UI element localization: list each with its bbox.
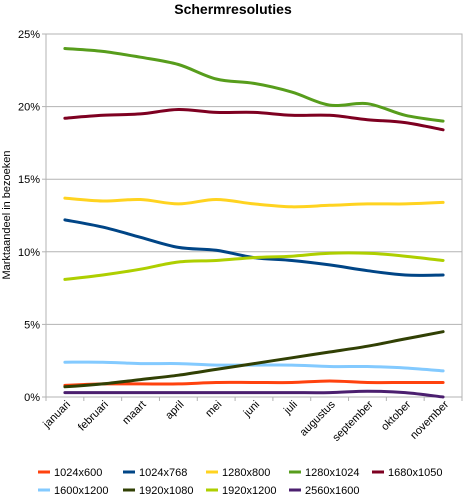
y-tick-label: 5% [24,319,40,331]
series-lines [63,47,445,399]
y-tick-label: 25% [18,29,40,41]
x-tick-label: juni [241,399,262,420]
series-line-1280x800 [63,196,445,209]
x-axis-ticks: januari februari maart april mei juni juliaugu… [40,397,463,444]
x-tick-label: juli [281,399,300,418]
x-tick-label: maart [120,399,148,427]
gridlines [46,33,462,398]
y-tick-label: 0% [24,392,40,404]
y-tick-label: 10% [18,247,40,259]
series-line-2560x1600 [63,389,445,399]
legend-label: 1920x1080 [139,485,193,497]
series-line-1680x1050 [63,107,445,132]
series-line-1920x1080 [63,330,445,389]
legend: 1024x600 1024x768 1280x800 1280x1024 1680x10… [38,467,442,497]
series-line-1024x600 [63,379,445,387]
y-axis-label: Marktaandeel in bezoeken [1,150,13,279]
legend-label: 1280x800 [222,467,270,479]
x-tick-label: september [330,398,375,443]
x-tick-label: mei [203,399,224,420]
chart-title: Schermresoluties [174,1,292,17]
series-line-1280x1024 [63,47,445,123]
legend-label: 2560x1600 [305,485,359,497]
x-tick-label: februari [76,399,111,434]
plot-area-border [45,33,463,398]
legend-label: 1024x600 [54,467,102,479]
series-line-1024x768 [63,218,445,277]
x-tick-label: januari [40,399,73,432]
legend-label: 1024x768 [139,467,187,479]
legend-label: 1920x1200 [222,485,276,497]
y-tick-label: 20% [18,102,40,114]
legend-label: 1600x1200 [54,485,108,497]
legend-label: 1280x1024 [305,467,359,479]
x-tick-label: november [408,398,451,441]
x-tick-label: oktober [379,398,414,433]
y-tick-label: 15% [18,174,40,186]
legend-label: 1680x1050 [388,467,442,479]
x-tick-label: april [163,399,186,422]
series-line-1920x1200 [63,251,445,281]
y-axis-ticks: 0% 5% 10% 15% 20% 25% [18,29,46,404]
